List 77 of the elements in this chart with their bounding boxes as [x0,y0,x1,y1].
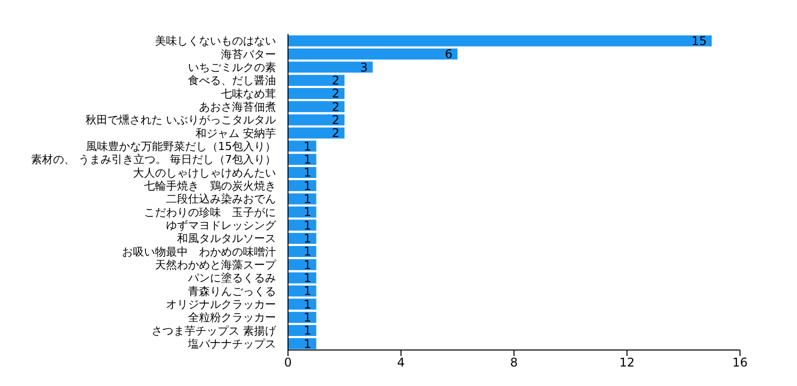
y-tick-label: 塩バナナチップス [187,337,276,350]
bar [288,232,316,244]
y-tick-label: 七味なめ茸 [221,87,276,100]
bar [288,206,316,218]
data-label: 1 [304,152,312,167]
data-label: 2 [332,126,340,140]
data-label: 1 [304,336,312,351]
data-label: 1 [304,205,312,220]
y-tick-label: お吸い物最中 わかめの味噌汁 [122,245,276,258]
y-tick-label: 食べる、だし醤油 [188,74,276,88]
bar [288,140,316,152]
data-label: 1 [304,324,312,338]
data-label: 1 [304,297,312,312]
x-tick-label: 16 [732,356,748,370]
data-label: 6 [444,47,452,62]
data-label: 1 [304,244,312,259]
bar [288,101,344,112]
bar [288,48,458,60]
y-tick-label: 秋田で燻された いぶりがっこタルタル [86,114,276,127]
x-tick-label: 8 [510,356,518,370]
bar [288,272,316,284]
y-tick-label: 青森りんごっくる [188,284,276,298]
y-tick-label: 七輪手焼き 鶏の炭火焼き [144,179,276,192]
y-tick-label: オリジナルクラッカー [166,298,276,311]
y-tick-label: あおさ海苔佃煮 [199,100,276,114]
bar [288,285,316,296]
bar [288,166,316,178]
bar [288,180,316,192]
data-label: 1 [304,258,312,272]
y-tick-label: ゆずマヨドレッシング [166,218,277,232]
bar [288,246,316,257]
data-label: 15 [691,34,707,48]
bar [288,324,316,336]
data-label: 1 [304,178,312,193]
data-label: 1 [304,218,312,232]
data-label: 2 [332,86,340,101]
y-tick-label: 天然わかめと海藻スープ [155,258,277,272]
bar [288,127,344,138]
data-label: 1 [304,284,312,298]
y-tick-label: いちごミルクの素 [188,60,276,74]
x-tick-label: 12 [619,356,635,370]
data-label: 1 [304,310,312,325]
y-tick-label: 素材の、 うまみ引き立つ。 毎日だし（7包入り） [31,153,276,166]
bar [288,74,344,86]
bar [288,35,712,46]
y-tick-label: 風味豊かな万能野菜だし（15包入り） [86,140,276,153]
bar [288,338,316,350]
y-tick-label: 海苔バター [221,48,276,61]
bar [288,220,316,231]
y-tick-label: 大人のしゃけしゃけめんたい [133,166,276,180]
y-tick-label: 美味しくないものはない [155,34,276,48]
x-tick-label: 4 [397,356,405,370]
data-label: 1 [304,192,312,206]
data-label: 3 [360,60,368,74]
data-label: 1 [304,166,312,180]
y-tick-label: さつま芋チップス 素揚げ [152,324,277,338]
x-tick-label: 0 [284,356,292,370]
data-label: 2 [332,113,340,128]
data-label: 1 [304,139,312,154]
bar [288,154,316,165]
data-label: 2 [332,100,340,114]
y-tick-label: 和ジャム 安納芋 [196,126,276,140]
bar [288,62,373,73]
y-tick-label: 二段仕込み染みおでん [166,192,276,206]
y-tick-label: 全粒粉クラッカー [188,311,276,324]
data-label: 1 [304,271,312,286]
bar [288,193,316,204]
y-tick-label: パンに塗るくるみ [187,272,276,285]
bar [288,312,316,323]
data-label: 2 [332,74,340,88]
data-label: 1 [304,232,312,246]
y-tick-label: 和風タルタルソース [177,232,276,246]
bar [288,88,344,99]
y-tick-label: こだわりの珍味 玉子がに [144,206,276,219]
bar [288,114,344,126]
bar [288,298,316,310]
bar [288,259,316,270]
